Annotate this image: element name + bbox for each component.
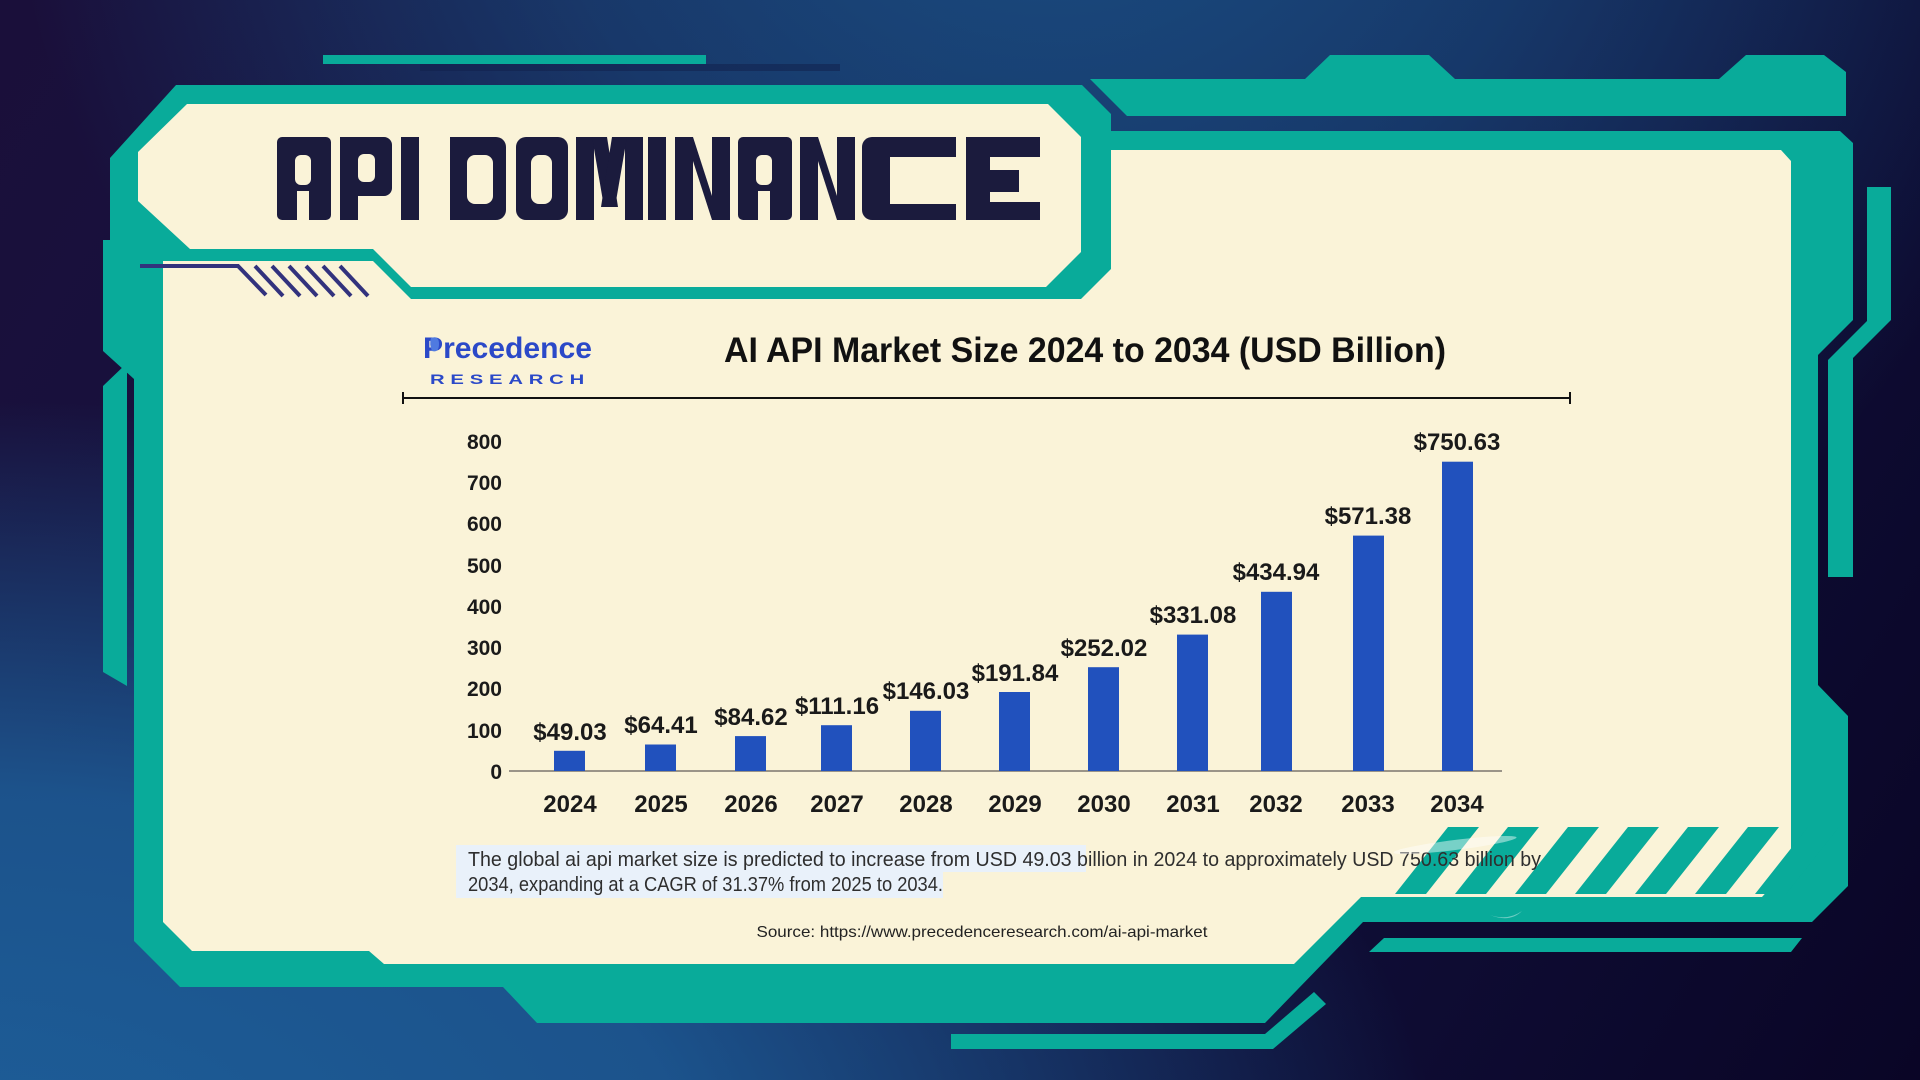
- svg-text:$84.62: $84.62: [714, 704, 787, 731]
- svg-text:$434.94: $434.94: [1233, 559, 1320, 586]
- svg-text:2033: 2033: [1341, 791, 1394, 818]
- svg-text:2027: 2027: [810, 791, 863, 818]
- svg-text:2026: 2026: [724, 791, 777, 818]
- svg-text:400: 400: [467, 596, 502, 619]
- svg-text:700: 700: [467, 472, 502, 495]
- svg-text:800: 800: [467, 431, 502, 454]
- svg-text:$571.38: $571.38: [1325, 503, 1412, 530]
- svg-text:Source: https://www.precedence: Source: https://www.precedenceresearch.c…: [757, 924, 1209, 941]
- svg-text:$191.84: $191.84: [972, 660, 1059, 687]
- svg-text:300: 300: [467, 637, 502, 660]
- svg-text:$49.03: $49.03: [533, 719, 606, 746]
- svg-text:AI API Market Size 2024 to 203: AI API Market Size 2024 to 2034 (USD Bil…: [724, 331, 1446, 370]
- svg-text:$111.16: $111.16: [795, 693, 879, 720]
- svg-text:RESEARCH: RESEARCH: [430, 371, 590, 387]
- svg-text:2032: 2032: [1249, 791, 1302, 818]
- svg-text:$64.41: $64.41: [624, 712, 697, 739]
- svg-text:100: 100: [467, 720, 502, 743]
- svg-text:2029: 2029: [988, 791, 1041, 818]
- svg-text:600: 600: [467, 513, 502, 536]
- svg-text:200: 200: [467, 678, 502, 701]
- svg-text:$146.03: $146.03: [883, 678, 970, 705]
- svg-text:2025: 2025: [634, 791, 687, 818]
- svg-text:2034: 2034: [1430, 791, 1484, 818]
- svg-text:$750.63: $750.63: [1414, 429, 1501, 456]
- svg-text:Precedence: Precedence: [423, 332, 592, 365]
- svg-text:500: 500: [467, 555, 502, 578]
- svg-text:2034, expanding at a CAGR of 3: 2034, expanding at a CAGR of 31.37% from…: [468, 874, 943, 896]
- svg-text:0: 0: [490, 761, 502, 784]
- svg-text:2031: 2031: [1166, 791, 1219, 818]
- svg-text:$252.02: $252.02: [1061, 635, 1148, 662]
- svg-text:2024: 2024: [543, 791, 597, 818]
- svg-text:The global ai api market size: The global ai api market size is predict…: [468, 849, 1541, 871]
- svg-text:2030: 2030: [1077, 791, 1130, 818]
- svg-text:$331.08: $331.08: [1150, 602, 1237, 629]
- svg-text:2028: 2028: [899, 791, 952, 818]
